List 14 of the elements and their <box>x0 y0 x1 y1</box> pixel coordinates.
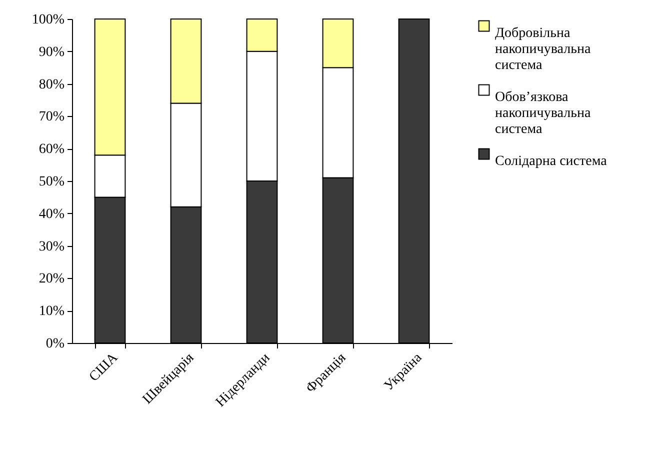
y-tick-label: 10% <box>38 304 65 320</box>
y-tick-label: 20% <box>38 272 65 287</box>
y-tick-label: 30% <box>38 239 65 254</box>
y-tick-label: 40% <box>38 206 65 222</box>
y-tick-label: 70% <box>38 110 65 125</box>
y-tick-label: 60% <box>38 142 65 158</box>
y-tick-label: 80% <box>38 77 65 92</box>
y-tick-label: 100% <box>32 12 65 28</box>
y-tick-label: 0% <box>46 336 65 352</box>
legend-label: Добровільна накопичувальна система <box>495 26 592 73</box>
y-tick-label: 50% <box>38 174 65 190</box>
legend-label: Солідарна система <box>495 154 608 169</box>
y-tick-label: 90% <box>38 44 65 60</box>
legend-label: Обов’язкова накопичувальна система <box>495 90 592 137</box>
